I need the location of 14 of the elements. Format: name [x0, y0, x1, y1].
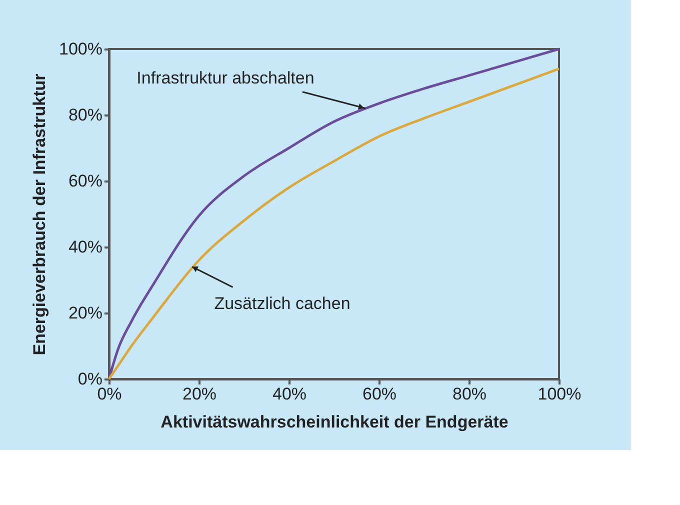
- y-tick-label: 20%: [68, 304, 102, 322]
- annotation: Zusätzlich cachen: [214, 294, 350, 313]
- y-tick-label: 40%: [68, 238, 102, 256]
- x-tick-label: 100%: [538, 384, 582, 404]
- annotation: Infrastruktur abschalten: [136, 68, 314, 88]
- y-tick-label: 60%: [68, 172, 102, 190]
- x-tick-label: 40%: [272, 384, 307, 404]
- x-tick-label: 20%: [182, 384, 217, 404]
- y-tick-label: 100%: [59, 40, 102, 58]
- y-tick-label: 80%: [68, 106, 102, 124]
- x-tick-label: 80%: [452, 384, 487, 404]
- x-tick-label: 60%: [362, 384, 397, 404]
- x-axis-title: Aktivitätswahrscheinlichkeit der Endgeräte: [160, 412, 508, 432]
- y-axis-title: Energieverbrauch der Infrastruktur: [30, 73, 50, 356]
